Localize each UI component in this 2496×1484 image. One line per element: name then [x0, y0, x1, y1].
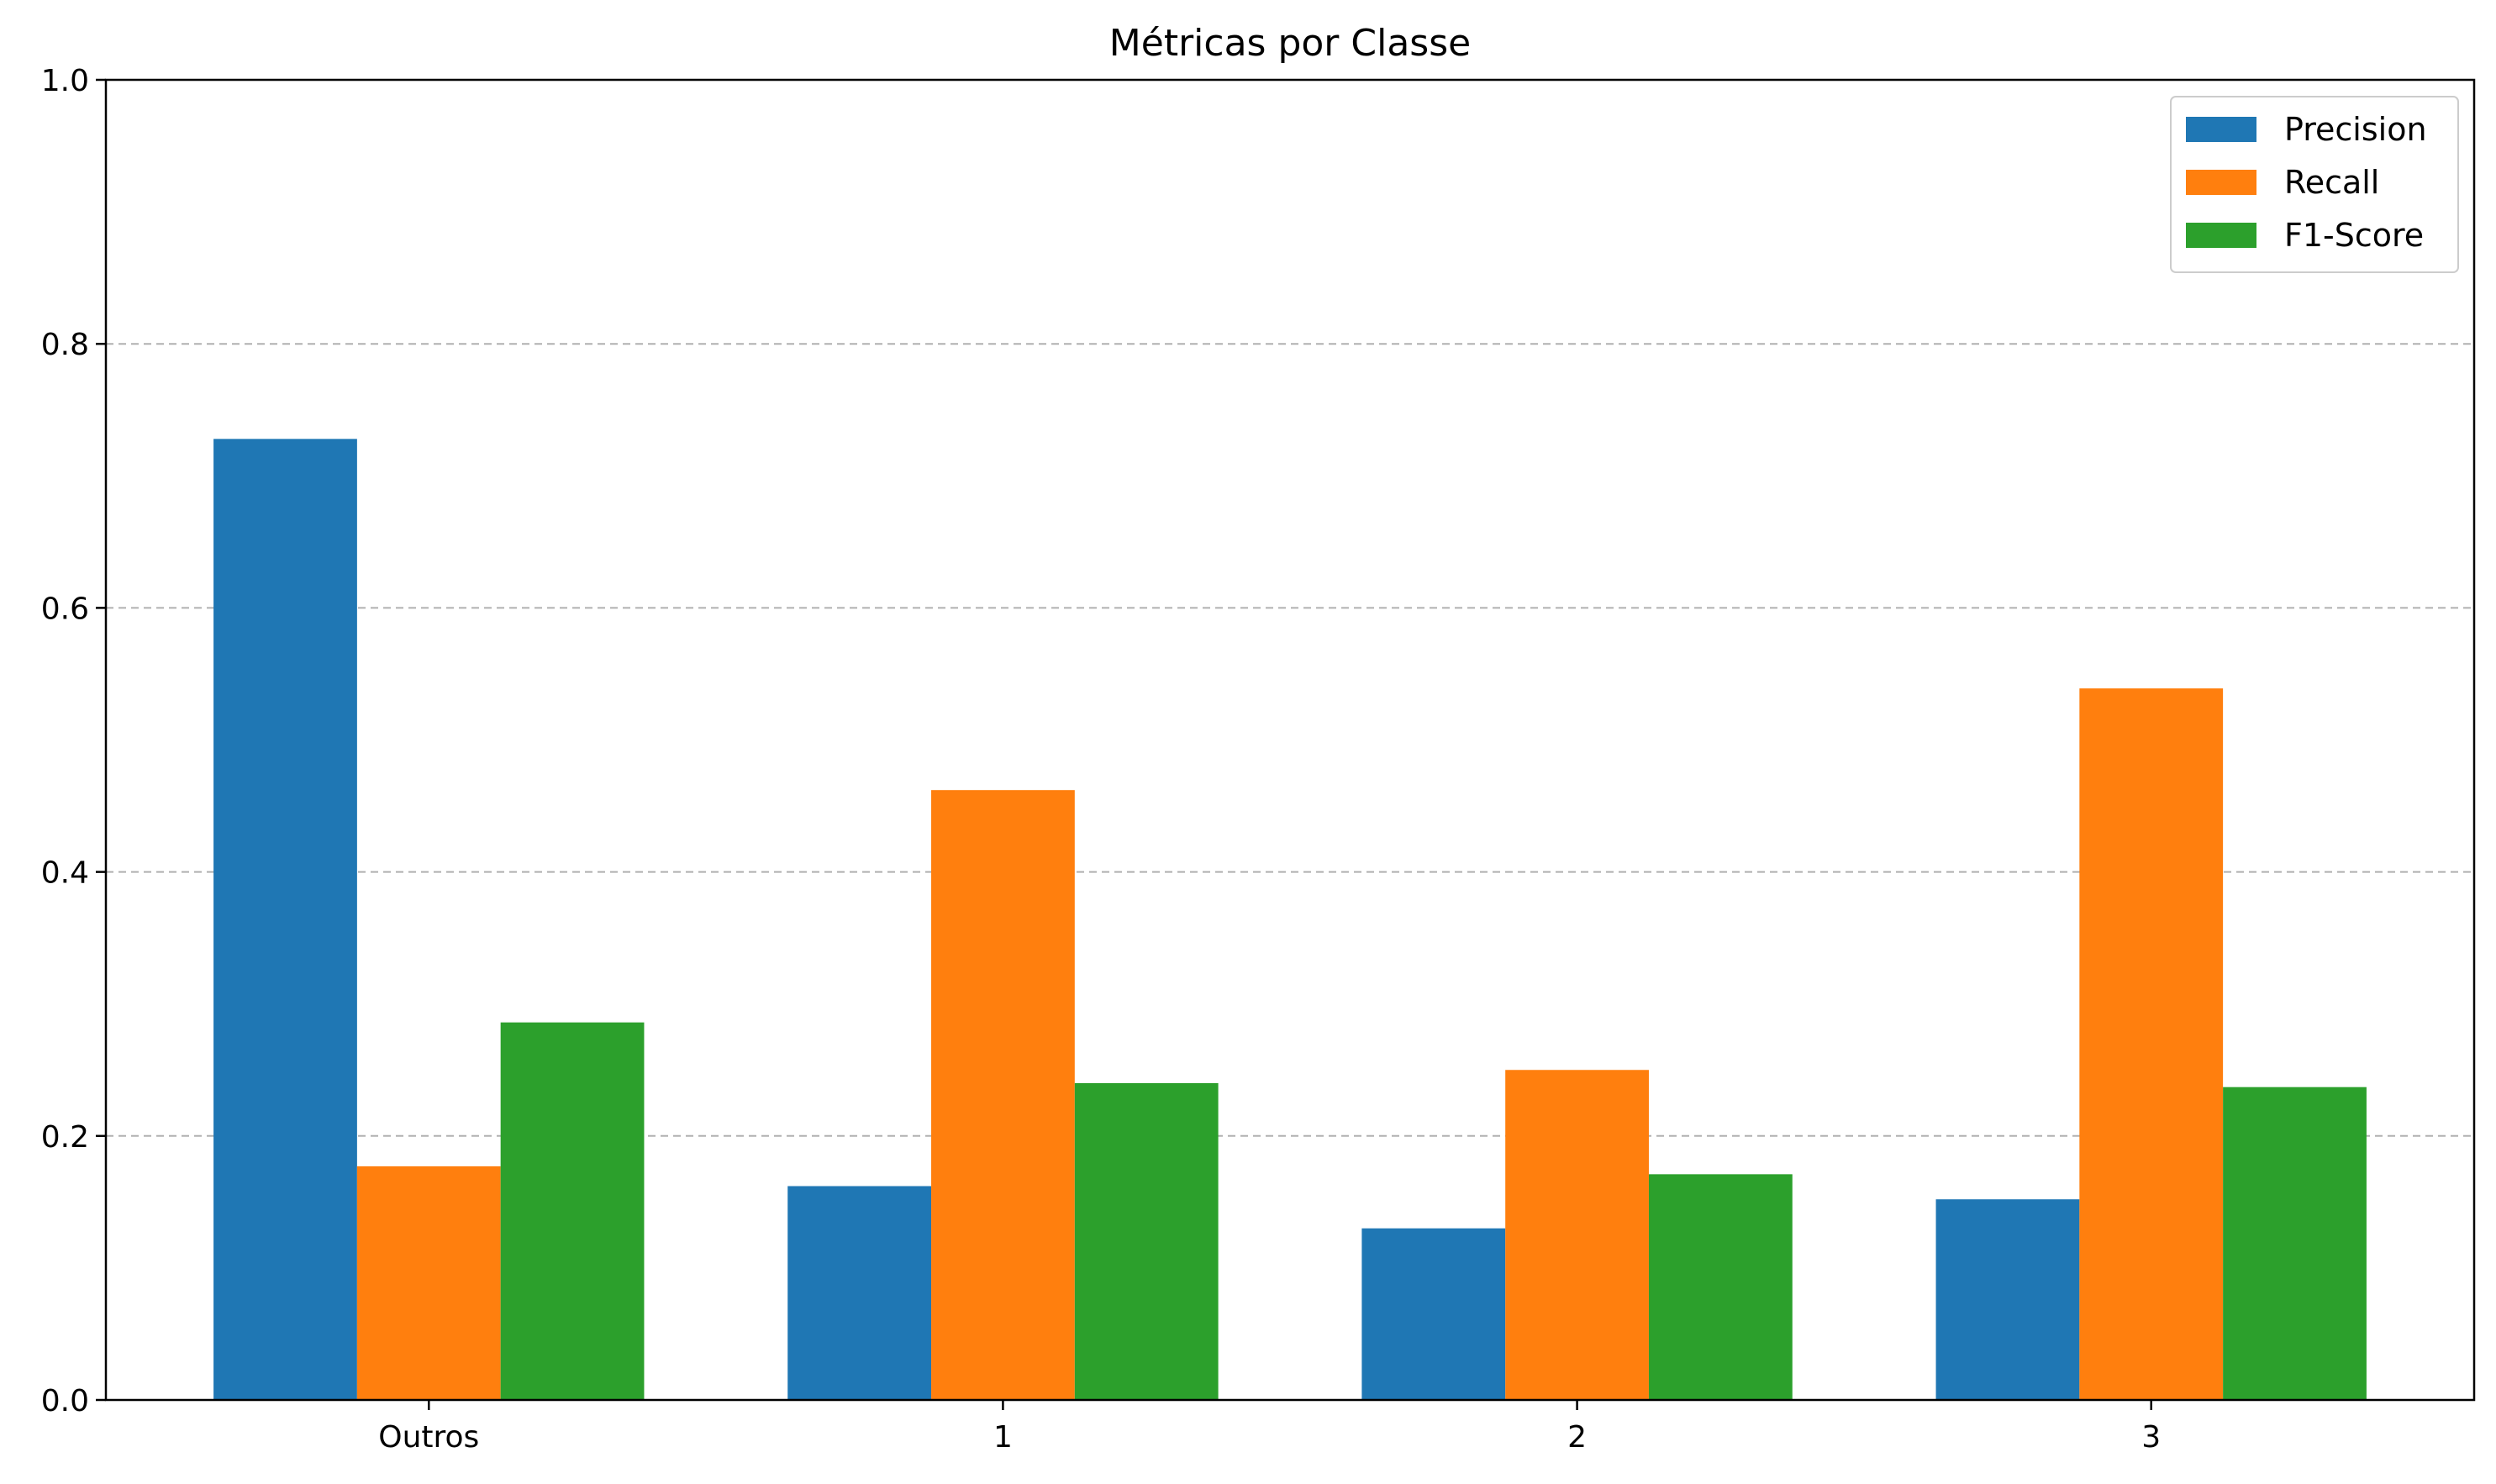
- y-axis: 0.0 0.2 0.4 0.6 0.8 1.0: [41, 64, 106, 1418]
- chart-title: Métricas por Classe: [1109, 22, 1471, 65]
- bar-recall-2: [1505, 1070, 1649, 1400]
- x-tick-label: 3: [2141, 1420, 2161, 1455]
- plot-frame: [104, 78, 2476, 1402]
- x-tick-label: 2: [1567, 1420, 1587, 1455]
- x-tick-label: Outros: [378, 1420, 479, 1455]
- y-tick-label: 0.0: [41, 1384, 89, 1418]
- legend-swatch: [2186, 117, 2256, 142]
- legend-swatch: [2186, 223, 2256, 248]
- bar-recall-1: [931, 790, 1075, 1400]
- bar-precision-1: [787, 1186, 932, 1400]
- legend-label: Precision: [2284, 111, 2427, 148]
- y-tick-label: 0.6: [41, 592, 89, 626]
- bar-f1-score-3: [2223, 1087, 2367, 1400]
- legend: Precision Recall F1-Score: [2170, 96, 2459, 273]
- bars: [213, 439, 2367, 1400]
- legend-label: Recall: [2284, 164, 2379, 201]
- bar-precision-outros: [213, 439, 357, 1400]
- bar-recall-outros: [356, 1166, 501, 1400]
- legend-label: F1-Score: [2284, 217, 2424, 254]
- y-tick-label: 1.0: [41, 64, 89, 98]
- x-axis: Outros 1 2 3: [378, 1400, 2161, 1455]
- x-tick-label: 1: [993, 1420, 1013, 1455]
- y-tick-label: 0.8: [41, 328, 89, 362]
- bar-precision-3: [1935, 1199, 2080, 1400]
- bar-f1-score-2: [1648, 1174, 1793, 1400]
- y-tick-label: 0.2: [41, 1120, 89, 1155]
- bar-f1-score-outros: [500, 1022, 645, 1400]
- bar-recall-3: [2079, 688, 2224, 1400]
- bar-precision-2: [1361, 1228, 1506, 1400]
- bar-f1-score-1: [1074, 1082, 1219, 1400]
- y-tick-label: 0.4: [41, 856, 89, 891]
- legend-swatch: [2186, 170, 2256, 195]
